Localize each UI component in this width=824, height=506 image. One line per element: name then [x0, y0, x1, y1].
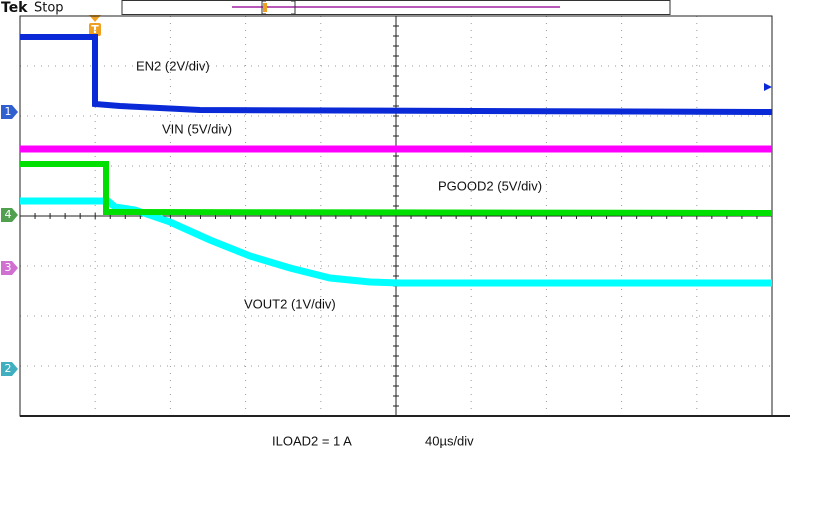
channel-marker-bg — [1, 105, 18, 119]
channel-marker-bg — [1, 208, 18, 222]
pgood2-trace — [20, 161, 773, 216]
timebase-label: 40µs/div — [425, 433, 474, 448]
trigger-arrow — [89, 15, 101, 22]
channel-marker: 4 — [5, 208, 12, 221]
trace-label: EN2 (2V/div) — [136, 58, 210, 73]
channel-marker: 3 — [5, 261, 12, 274]
trigger-level — [764, 83, 772, 91]
channel-marker-bg — [1, 261, 18, 275]
view-bracket — [261, 0, 296, 15]
status: Stop — [34, 1, 64, 16]
graticule — [19, 15, 773, 417]
trace-label: VIN (5V/div) — [162, 121, 232, 136]
trigger-pos — [263, 3, 267, 12]
vout2-trace — [20, 197, 772, 287]
brand: Tek — [1, 0, 28, 16]
trace-label: PGOOD2 (5V/div) — [438, 178, 542, 193]
trace-label: VOUT2 (1V/div) — [244, 296, 336, 311]
channel-marker: 2 — [5, 362, 12, 375]
load-label: ILOAD2 = 1 A — [272, 433, 352, 448]
en2-trace — [20, 34, 773, 115]
trigger-box — [89, 23, 101, 36]
channel-marker: 1 — [5, 105, 12, 118]
channel-markers: 1 4 3 2 — [1, 105, 18, 376]
trigger-label: T — [91, 23, 99, 36]
channel-marker-bg — [1, 362, 18, 376]
